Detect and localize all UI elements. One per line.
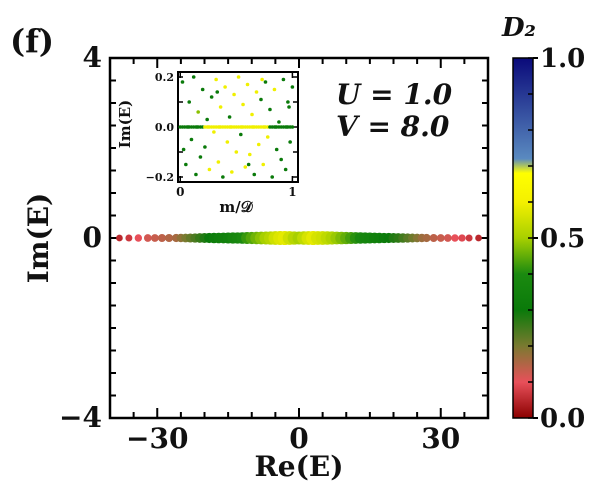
- inset-y-tick-label: 0.2: [155, 71, 174, 84]
- inset-point: [261, 162, 266, 167]
- scatter-point: [436, 234, 445, 242]
- inset-tick-labels: 0 1 −0.2 0.0 0.2: [146, 71, 297, 199]
- inset-point: [270, 175, 275, 179]
- scatter-point: [143, 234, 152, 242]
- annotation-u: U = 1.0: [336, 78, 453, 111]
- inset-point: [230, 170, 234, 174]
- inset-point: [200, 87, 205, 92]
- scatter-point: [116, 234, 123, 242]
- inset-point: [189, 137, 194, 142]
- inset-point: [287, 105, 291, 109]
- annotation-v: V = 8.0: [336, 110, 450, 143]
- y-tick-label: −4: [59, 401, 102, 434]
- inset-point: [265, 135, 270, 139]
- inset-point: [239, 132, 243, 137]
- inset-point: [254, 90, 259, 94]
- inset-point: [198, 155, 203, 159]
- inset-point: [236, 75, 241, 79]
- inset-point: [288, 140, 292, 144]
- scatter-point: [165, 233, 174, 243]
- scatter-point: [134, 234, 143, 242]
- scatter-point: [451, 234, 459, 242]
- scatter-point: [475, 234, 482, 242]
- scatter-point: [422, 233, 431, 243]
- inset-point: [260, 77, 264, 82]
- colorbar-label: D₂: [501, 13, 536, 43]
- x-tick-label: 0: [289, 422, 308, 455]
- inset-point: [247, 152, 252, 157]
- inset-point: [214, 77, 218, 82]
- scatter-point: [125, 234, 133, 242]
- main-tick-labels: −30 0 30 −4 0 4: [59, 41, 460, 455]
- inset-point: [250, 112, 254, 117]
- inset-y-tick-label: 0.0: [155, 121, 174, 134]
- inset-point: [272, 87, 277, 92]
- main-points: [116, 230, 482, 246]
- inset-point: [184, 162, 188, 167]
- inset-point: [191, 75, 196, 79]
- scatter-point: [465, 234, 473, 242]
- x-tick-label: −30: [126, 422, 188, 455]
- inset-point: [286, 100, 290, 104]
- inset-point: [225, 140, 230, 144]
- inset-point: [274, 147, 279, 152]
- inset-point: [227, 115, 232, 119]
- inset-point: [212, 130, 216, 134]
- scatter-point: [150, 234, 159, 242]
- main-ticks: [109, 57, 489, 419]
- inset-point: [268, 107, 272, 112]
- inset-y-label: Im(E): [116, 100, 134, 149]
- inset-point: [207, 167, 212, 172]
- inset-point: [279, 157, 283, 162]
- inset-point: [232, 92, 236, 97]
- inset-point: [196, 110, 200, 114]
- inset-point: [259, 97, 263, 102]
- inset-point: [283, 167, 288, 172]
- inset-point: [209, 95, 214, 99]
- colorbar-tick-label: 0.0: [540, 404, 585, 434]
- inset-point: [216, 160, 221, 164]
- inset-point: [245, 82, 250, 87]
- y-tick-label: 0: [83, 221, 102, 254]
- inset-point: [205, 117, 209, 122]
- inset-point: [221, 175, 225, 179]
- inset-point: [246, 162, 251, 167]
- inset-point: [180, 80, 185, 84]
- inset-point: [218, 105, 223, 109]
- inset-point: [256, 142, 261, 147]
- colorbar-tick-label: 1.0: [540, 44, 585, 74]
- scatter-point: [429, 234, 438, 242]
- colorbar-ticks: 0.0 0.5 1.0: [528, 44, 585, 434]
- inset-point: [203, 145, 207, 149]
- inset-point: [187, 100, 192, 104]
- inset-point: [234, 150, 239, 154]
- inset-point: [281, 77, 286, 82]
- inset-point: [181, 147, 186, 152]
- inset-point: [263, 80, 268, 84]
- inset-point: [215, 90, 220, 94]
- y-tick-label: 4: [83, 41, 102, 74]
- y-axis-label: Im(E): [22, 193, 55, 284]
- scatter-point: [458, 234, 466, 242]
- inset-point: [194, 172, 198, 177]
- inset-y-tick-label: −0.2: [146, 171, 174, 184]
- inset-x-tick-label: 0: [176, 185, 184, 199]
- inset-points: [178, 75, 295, 179]
- inset-point: [223, 85, 227, 89]
- inset-x-tick-label: 1: [288, 185, 296, 199]
- inset-point: [241, 102, 245, 107]
- inset-point: [277, 120, 281, 124]
- colorbar-tick-label: 0.5: [540, 224, 585, 254]
- scatter-point: [157, 234, 166, 242]
- scatter-point: [443, 234, 452, 242]
- inset-point: [290, 85, 295, 89]
- inset-point: [290, 125, 295, 129]
- x-tick-label: 30: [421, 422, 460, 455]
- x-axis-label: Re(E): [255, 450, 344, 483]
- inset-point: [252, 172, 257, 177]
- inset-point: [243, 165, 248, 169]
- inset-x-label: m/𝒟: [219, 198, 253, 216]
- panel-label: (f): [10, 22, 54, 60]
